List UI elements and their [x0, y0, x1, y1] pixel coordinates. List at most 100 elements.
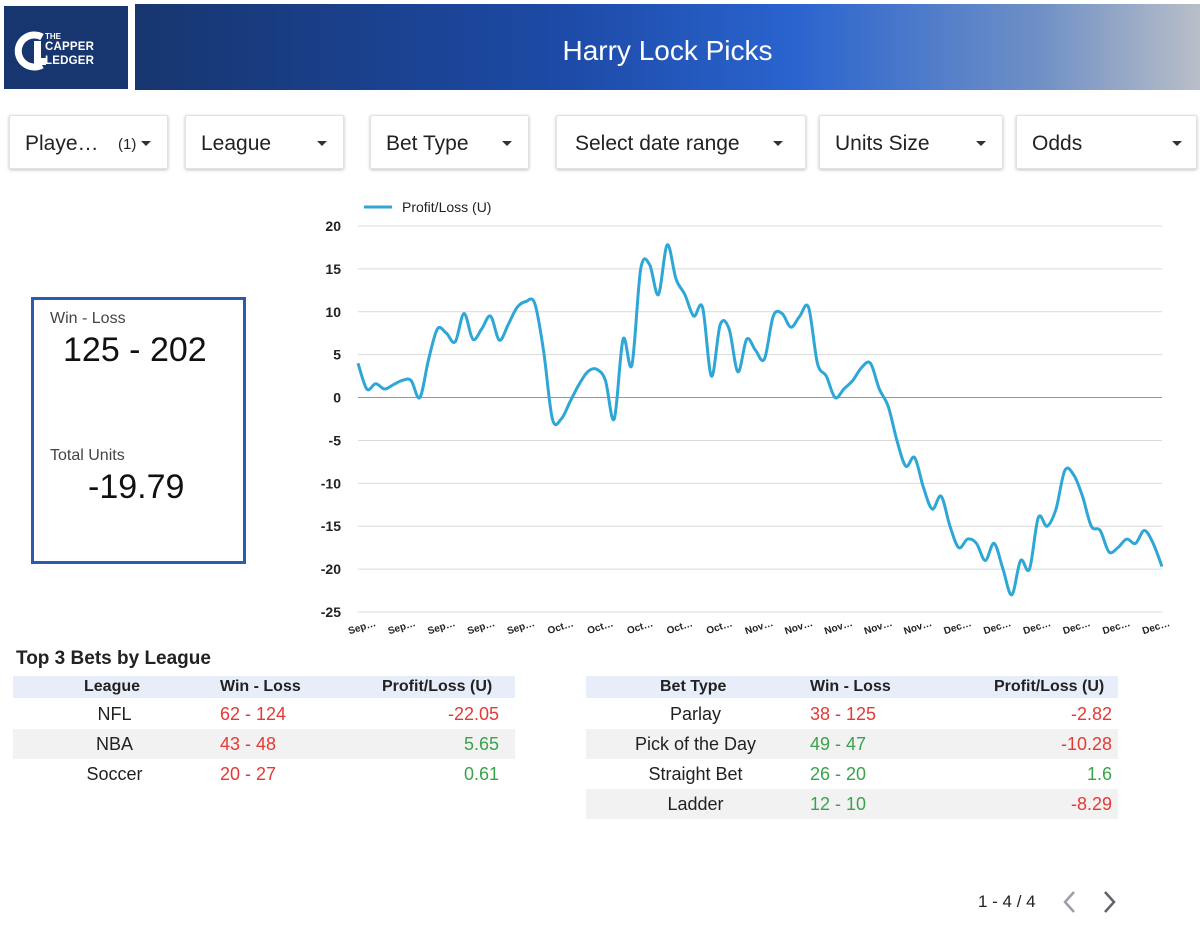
filter-date-range-dropdown[interactable]: Select date range	[556, 115, 806, 169]
column-header-win-loss[interactable]: Win - Loss	[810, 678, 891, 695]
logo-cl-mark-icon	[14, 31, 46, 71]
logo-text-ledger: LEDGER	[45, 55, 95, 67]
league-name-cell: NFL	[97, 704, 132, 724]
logo-text-capper: CAPPER	[45, 41, 95, 53]
bet-type-name-cell: Straight Bet	[648, 764, 743, 784]
bet-type-name-cell: Ladder	[667, 794, 724, 814]
win-loss-value: 125 - 202	[63, 331, 207, 369]
table-row: NBA 43 - 48 5.65	[13, 729, 515, 759]
profit-loss-cell: 5.65	[463, 734, 499, 754]
table-row: Ladder 12 - 10 -8.29	[586, 789, 1118, 819]
filter-league-dropdown[interactable]: League	[185, 115, 344, 169]
column-header-bet-type[interactable]: Bet Type	[660, 678, 727, 695]
win-loss-cell: 26 - 20	[810, 764, 867, 784]
win-loss-cell: 62 - 124	[220, 704, 287, 724]
x-tick-label: Oct…	[586, 618, 615, 637]
table-row: Straight Bet 26 - 20 1.6	[586, 759, 1118, 789]
filter-odds-label: Odds	[1032, 132, 1083, 155]
chevron-down-icon	[976, 141, 986, 146]
table-row: Soccer 20 - 27 0.61	[13, 759, 515, 789]
win-loss-cell: 38 - 125	[810, 704, 877, 724]
column-header-profit-loss[interactable]: Profit/Loss (U)	[382, 678, 493, 695]
section-title: Top 3 Bets by League	[16, 648, 211, 669]
bet-type-name-cell: Parlay	[669, 704, 722, 724]
y-tick-label: -5	[329, 432, 342, 448]
win-loss-cell: 20 - 27	[220, 764, 277, 784]
x-tick-label: Sep…	[466, 618, 496, 637]
y-tick-label: 10	[325, 304, 341, 320]
table-header-row: Bet Type Win - Loss Profit/Loss (U)	[586, 676, 1118, 698]
title-banner: Harry Lock Picks	[135, 4, 1200, 90]
x-tick-label: Dec…	[943, 618, 973, 637]
legend-label: Profit/Loss (U)	[402, 199, 491, 215]
x-tick-label: Sep…	[387, 618, 417, 637]
filter-player-dropdown[interactable]: Playe… (1)	[9, 115, 168, 169]
chevron-left-icon[interactable]	[1059, 887, 1081, 917]
filter-bet-type-label: Bet Type	[386, 132, 469, 155]
chevron-down-icon	[1172, 141, 1182, 146]
x-tick-label: Nov…	[903, 618, 934, 637]
capper-ledger-logo[interactable]: THE CAPPER LEDGER	[4, 6, 128, 89]
x-tick-label: Dec…	[1062, 618, 1092, 637]
filter-odds-dropdown[interactable]: Odds	[1016, 115, 1197, 169]
filter-player-count: (1)	[118, 136, 137, 153]
y-tick-label: 15	[325, 261, 341, 277]
profit-loss-cell: -2.82	[1070, 704, 1112, 724]
table-row: NFL 62 - 124 -22.05	[13, 699, 515, 729]
y-tick-label: -15	[321, 518, 341, 534]
x-tick-label: Dec…	[1101, 618, 1131, 637]
filter-bet-type-dropdown[interactable]: Bet Type	[370, 115, 529, 169]
x-tick-label: Oct…	[665, 618, 694, 637]
x-tick-label: Oct…	[705, 618, 734, 637]
x-tick-label: Dec…	[1141, 618, 1171, 637]
filter-league-label: League	[201, 132, 272, 155]
page-title: Harry Lock Picks	[562, 35, 773, 66]
x-tick-label: Dec…	[982, 618, 1012, 637]
chevron-down-icon	[317, 141, 327, 146]
x-tick-label: Oct…	[546, 618, 575, 637]
logo-text-the: THE	[45, 32, 61, 41]
total-units-value: -19.79	[88, 468, 185, 506]
league-name-cell: NBA	[95, 734, 133, 754]
league-table: League Win - Loss Profit/Loss (U) NFL 62…	[13, 676, 515, 796]
y-tick-label: 0	[333, 390, 341, 406]
filter-player-label: Playe…	[25, 132, 99, 155]
filter-date-range-label: Select date range	[575, 132, 740, 155]
chevron-down-icon	[773, 141, 783, 146]
profit-loss-cell: 0.61	[463, 764, 499, 784]
x-tick-label: Nov…	[744, 618, 775, 637]
table-row: Parlay 38 - 125 -2.82	[586, 699, 1118, 729]
x-tick-label: Oct…	[626, 618, 655, 637]
win-loss-cell: 49 - 47	[810, 734, 867, 754]
profit-loss-cell: -22.05	[447, 704, 499, 724]
win-loss-label: Win - Loss	[50, 310, 126, 327]
column-header-league[interactable]: League	[84, 678, 141, 695]
scorecard: Win - Loss 125 - 202 Total Units -19.79	[31, 297, 246, 564]
profit-loss-chart: 20 15 10 5 0 -5 -10 -15 -20 -25 Sep… Sep… Sep… Sep… Se…	[300, 190, 1180, 650]
column-header-profit-loss[interactable]: Profit/Loss (U)	[994, 678, 1105, 695]
league-name-cell: Soccer	[86, 764, 143, 784]
table-header-row: League Win - Loss Profit/Loss (U)	[13, 676, 515, 698]
table-row: Pick of the Day 49 - 47 -10.28	[586, 729, 1118, 759]
chevron-right-icon[interactable]	[1098, 887, 1120, 917]
x-tick-label: Sep…	[426, 618, 456, 637]
profit-loss-cell: 1.6	[1086, 764, 1112, 784]
total-units-label: Total Units	[50, 447, 125, 464]
y-tick-label: 5	[333, 347, 341, 363]
filter-units-size-dropdown[interactable]: Units Size	[819, 115, 1003, 169]
bet-type-table: Bet Type Win - Loss Profit/Loss (U) Parl…	[586, 676, 1118, 821]
y-tick-label: 20	[325, 218, 341, 234]
filter-units-size-label: Units Size	[835, 132, 930, 155]
x-tick-label: Nov…	[823, 618, 854, 637]
profit-loss-cell: -8.29	[1070, 794, 1112, 814]
y-tick-label: -25	[321, 604, 341, 620]
win-loss-cell: 12 - 10	[810, 794, 867, 814]
profit-loss-chart-svg: 20 15 10 5 0 -5 -10 -15 -20 -25 Sep… Sep… Sep… Sep… Se…	[321, 199, 1172, 637]
x-tick-label: Nov…	[783, 618, 814, 637]
column-header-win-loss[interactable]: Win - Loss	[220, 678, 301, 695]
x-tick-label: Nov…	[863, 618, 894, 637]
profit-loss-cell: -10.28	[1060, 734, 1112, 754]
pagination-label: 1 - 4 / 4	[978, 892, 1036, 911]
x-tick-label: Sep…	[506, 618, 536, 637]
x-tick-label: Sep…	[347, 618, 377, 637]
